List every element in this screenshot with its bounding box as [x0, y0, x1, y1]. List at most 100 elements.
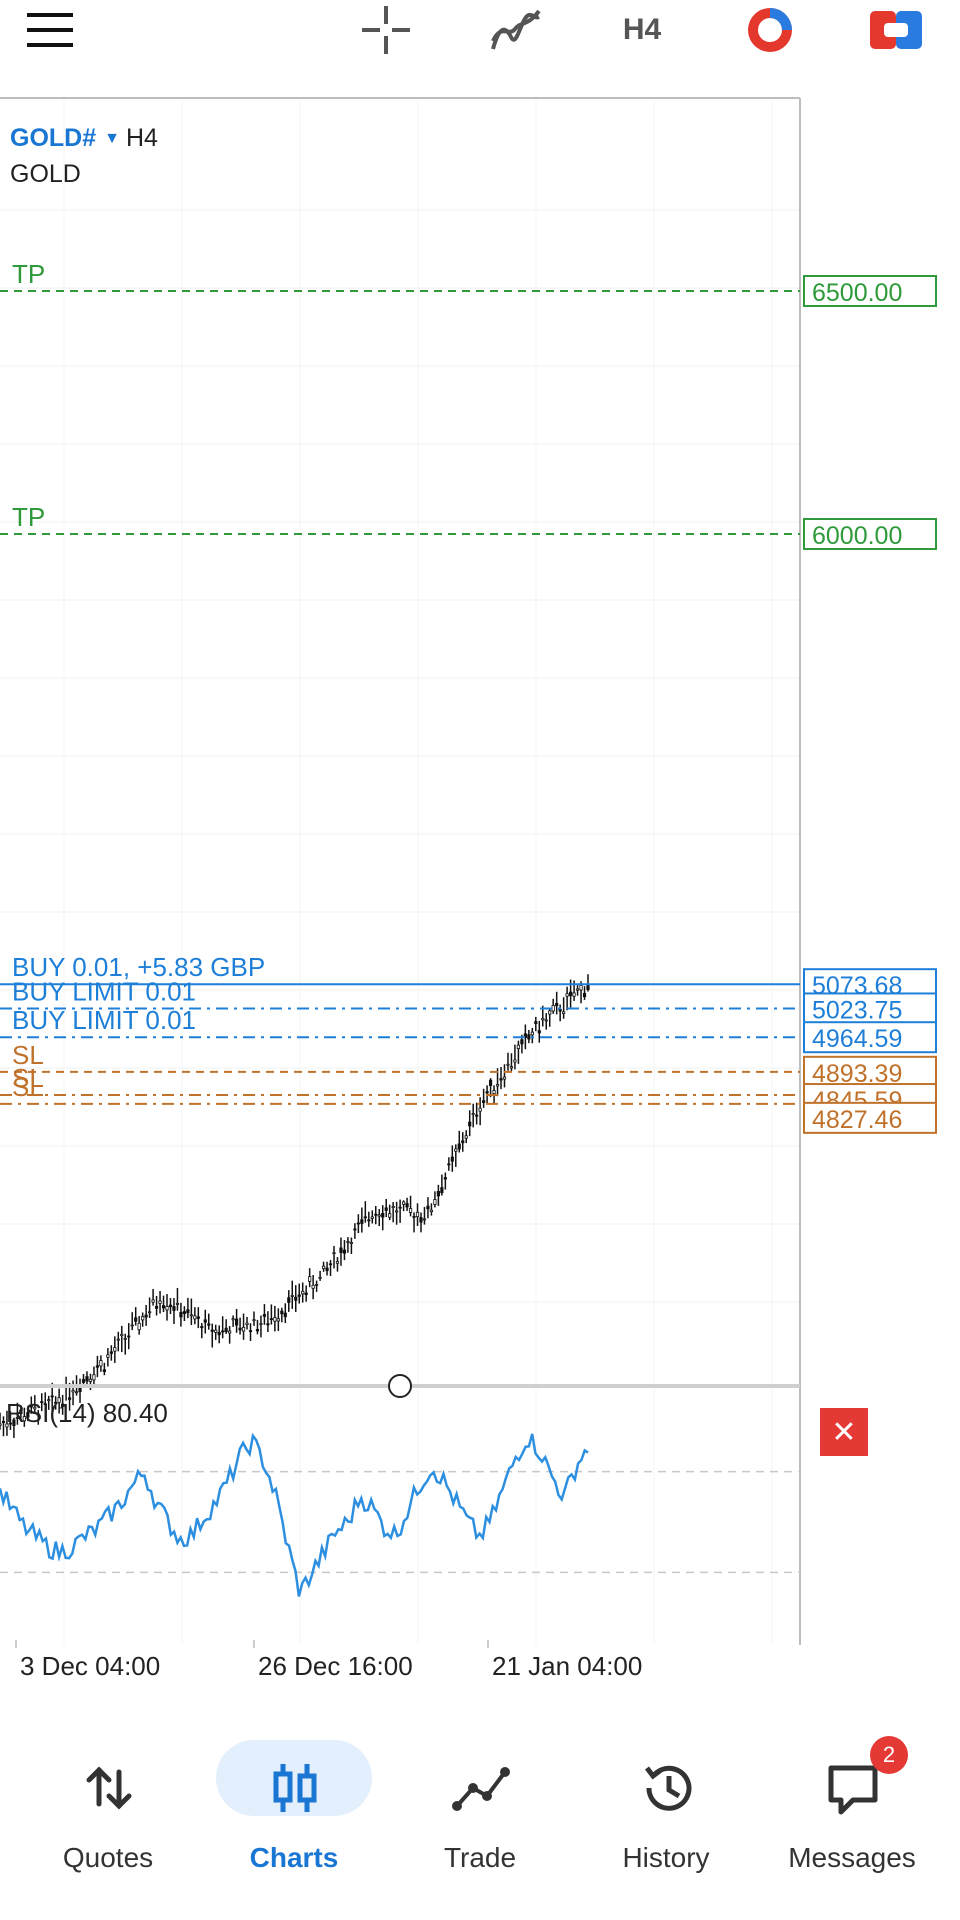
symbol-header[interactable]: GOLD# ▼ H4 — [10, 124, 158, 153]
candlestick-series — [0, 974, 590, 1438]
candle-body — [301, 1290, 305, 1295]
rsi-pane — [0, 1432, 800, 1597]
candle-body — [475, 1114, 479, 1117]
candle-body — [488, 1079, 493, 1086]
candle-body — [203, 1319, 207, 1323]
symbol-name[interactable]: GOLD# — [10, 124, 97, 152]
candle-body — [367, 1219, 371, 1222]
candle-body — [193, 1315, 197, 1320]
pane-resize-handle[interactable] — [388, 1374, 412, 1398]
candle-body — [74, 1391, 79, 1394]
candle-body — [426, 1205, 430, 1210]
rsi-label: RSI(14) 80.40 — [6, 1398, 168, 1428]
timeframe-button[interactable]: H4 — [622, 13, 662, 46]
symbol-description: GOLD — [10, 160, 81, 188]
candle-body — [200, 1326, 204, 1329]
candle-body — [374, 1213, 378, 1216]
candle-body — [464, 1135, 468, 1139]
candle-body — [325, 1267, 329, 1272]
candle-body — [558, 1008, 562, 1012]
candle-body — [492, 1090, 496, 1095]
nav-charts[interactable]: Charts — [186, 1736, 372, 1886]
candle-body — [450, 1156, 454, 1162]
candle-body — [381, 1212, 385, 1218]
level-label-position: BUY 0.01, +5.83 GBP — [12, 952, 265, 982]
candle-body — [457, 1143, 461, 1150]
hamburger-menu-icon[interactable] — [20, 0, 80, 60]
candle-body — [231, 1318, 235, 1321]
candle-body — [419, 1217, 423, 1223]
candle-body — [485, 1091, 489, 1094]
candle-body — [259, 1323, 263, 1326]
candle-body — [335, 1261, 340, 1264]
candle-body — [398, 1206, 402, 1209]
price-tag-text: 4964.59 — [812, 1025, 902, 1053]
candle-body — [506, 1063, 510, 1066]
candle-body — [356, 1222, 360, 1225]
candle-body — [384, 1207, 388, 1211]
candle-body — [388, 1213, 392, 1218]
candle-body — [342, 1249, 347, 1254]
candle-body — [221, 1330, 225, 1333]
candle-body — [572, 992, 576, 997]
candle-body — [54, 1401, 58, 1404]
candle-body — [461, 1140, 465, 1144]
rsi-line — [0, 1432, 589, 1597]
candle-body — [308, 1276, 312, 1282]
nav-charts-label: Charts — [249, 1842, 339, 1873]
indicators-icon[interactable] — [486, 0, 546, 60]
candle-body — [315, 1283, 319, 1286]
one-click-trading-icon[interactable] — [870, 0, 922, 60]
candle-body — [339, 1247, 343, 1253]
bottom-navigation: Quotes Charts Trade History 2 Messages — [0, 1706, 960, 1920]
candle-body — [516, 1044, 521, 1049]
chevron-down-icon[interactable]: ▼ — [104, 129, 120, 147]
nav-messages[interactable]: 2 Messages — [744, 1736, 930, 1886]
candle-body — [499, 1078, 503, 1081]
level-label-tp: TP — [12, 259, 45, 289]
candle-body — [148, 1311, 152, 1314]
candle-body — [401, 1201, 406, 1205]
price-tag-pending — [803, 1021, 937, 1054]
nav-messages-label: Messages — [788, 1842, 916, 1873]
candle-body — [454, 1148, 458, 1152]
close-icon[interactable]: ✕ — [820, 1408, 868, 1456]
candle-body — [311, 1284, 315, 1289]
candle-body — [130, 1324, 134, 1327]
candle-body — [287, 1297, 291, 1303]
candle-body — [81, 1379, 86, 1383]
candle-body — [134, 1317, 138, 1322]
crosshair-icon[interactable] — [356, 0, 416, 60]
price-tag-tp — [803, 518, 937, 550]
candle-body — [252, 1319, 256, 1322]
candle-body — [273, 1317, 277, 1322]
candle-body — [207, 1323, 211, 1326]
candle-body — [395, 1210, 399, 1213]
nav-history[interactable]: History — [558, 1736, 744, 1886]
candle-body — [412, 1215, 416, 1218]
price-tag-sl — [803, 1055, 937, 1088]
candle-body — [255, 1329, 260, 1332]
candle-body — [509, 1066, 514, 1069]
nav-trade[interactable]: Trade — [372, 1736, 558, 1886]
nav-quotes[interactable]: Quotes — [0, 1736, 186, 1886]
candle-body — [102, 1369, 106, 1372]
candle-body — [175, 1302, 180, 1305]
candle-body — [154, 1305, 159, 1309]
candle-body — [405, 1203, 409, 1208]
candle-body — [61, 1403, 65, 1407]
candle-body — [537, 1030, 541, 1034]
candle-body — [527, 1034, 531, 1040]
candle-body — [22, 1416, 26, 1422]
candle-body — [422, 1218, 427, 1221]
candle-body — [548, 1010, 552, 1015]
candle-body — [186, 1309, 190, 1314]
candle-body — [495, 1084, 500, 1087]
chart-objects-icon[interactable] — [742, 0, 798, 60]
nav-trade-label: Trade — [443, 1842, 517, 1873]
candle-body — [513, 1059, 517, 1063]
candle-body — [280, 1310, 284, 1315]
price-tag-text: 4827.46 — [812, 1106, 902, 1134]
